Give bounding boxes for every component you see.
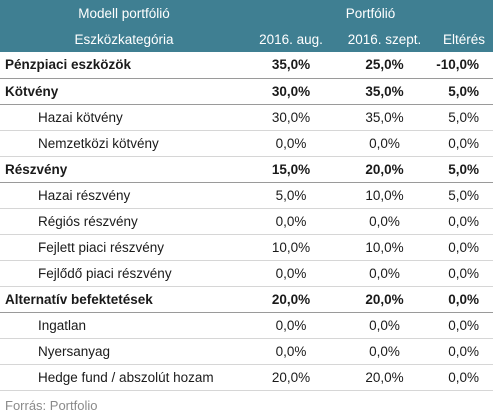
row-label: Hazai részvény	[0, 182, 248, 209]
row-value-diff: 0,0%	[435, 208, 494, 235]
header-row-top: Modell portfólió Portfólió	[0, 0, 494, 26]
row-label: Részvény	[0, 156, 248, 183]
row-value-sept: 0,0%	[334, 130, 435, 157]
row-value-sept: 20,0%	[334, 364, 435, 391]
header-asset-class: Eszközkategória	[74, 31, 174, 47]
table-row: Ingatlan 0,0% 0,0% 0,0%	[0, 312, 494, 339]
row-value-diff: -10,0%	[435, 52, 494, 79]
row-value-sept: 25,0%	[334, 52, 435, 79]
row-label: Hazai kötvény	[0, 104, 248, 131]
row-value-diff: 5,0%	[435, 104, 494, 131]
row-value-aug: 10,0%	[248, 234, 334, 261]
header-col-sept: 2016. szept.	[347, 31, 422, 47]
row-value-sept: 0,0%	[334, 338, 435, 365]
row-value-sept: 35,0%	[334, 104, 435, 131]
row-value-sept: 10,0%	[334, 182, 435, 209]
table-row: Alternatív befektetések 20,0% 20,0% 0,0%	[0, 286, 494, 313]
header-portfolio: Portfólió	[345, 5, 396, 21]
row-value-aug: 20,0%	[248, 364, 334, 391]
model-portfolio-table: Modell portfólió Portfólió Eszközkategór…	[0, 0, 494, 391]
row-label: Hedge fund / abszolút hozam	[0, 364, 248, 391]
row-label: Fejlett piaci részvény	[0, 234, 248, 261]
row-label: Régiós részvény	[0, 208, 248, 235]
table-row: Hazai részvény 5,0% 10,0% 5,0%	[0, 182, 494, 209]
row-value-diff: 5,0%	[435, 156, 494, 183]
table-row: Fejlődő piaci részvény 0,0% 0,0% 0,0%	[0, 260, 494, 287]
row-value-diff: 0,0%	[435, 312, 494, 339]
table-row: Részvény 15,0% 20,0% 5,0%	[0, 156, 494, 183]
row-label: Nemzetközi kötvény	[0, 130, 248, 157]
row-value-sept: 20,0%	[334, 156, 435, 183]
row-value-aug: 0,0%	[248, 260, 334, 287]
row-value-sept: 35,0%	[334, 78, 435, 105]
table-row: Hedge fund / abszolút hozam 20,0% 20,0% …	[0, 364, 494, 391]
table-header: Modell portfólió Portfólió Eszközkategór…	[0, 0, 494, 52]
table-row: Régiós részvény 0,0% 0,0% 0,0%	[0, 208, 494, 235]
row-label: Fejlődő piaci részvény	[0, 260, 248, 287]
row-value-aug: 0,0%	[248, 312, 334, 339]
row-value-aug: 0,0%	[248, 130, 334, 157]
row-value-diff: 0,0%	[435, 364, 494, 391]
row-value-diff: 5,0%	[435, 182, 494, 209]
table-body: Pénzpiaci eszközök 35,0% 25,0% -10,0% Kö…	[0, 52, 494, 391]
row-value-aug: 0,0%	[248, 338, 334, 365]
row-label: Alternatív befektetések	[0, 286, 248, 313]
row-value-aug: 30,0%	[248, 78, 334, 105]
table-row: Kötvény 30,0% 35,0% 5,0%	[0, 78, 494, 105]
table-row: Pénzpiaci eszközök 35,0% 25,0% -10,0%	[0, 52, 494, 79]
table-row: Fejlett piaci részvény 10,0% 10,0% 0,0%	[0, 234, 494, 261]
row-label: Kötvény	[0, 78, 248, 105]
source-note: Forrás: Portfolio	[5, 398, 98, 413]
row-value-diff: 0,0%	[435, 260, 494, 287]
row-value-sept: 0,0%	[334, 260, 435, 287]
header-col-diff: Eltérés	[443, 31, 486, 47]
row-value-sept: 20,0%	[334, 286, 435, 313]
row-value-diff: 0,0%	[435, 338, 494, 365]
table-row: Nemzetközi kötvény 0,0% 0,0% 0,0%	[0, 130, 494, 157]
table-row: Hazai kötvény 30,0% 35,0% 5,0%	[0, 104, 494, 131]
row-label: Ingatlan	[0, 312, 248, 339]
row-value-diff: 5,0%	[435, 78, 494, 105]
row-value-aug: 5,0%	[248, 182, 334, 209]
row-value-diff: 0,0%	[435, 234, 494, 261]
header-col-aug: 2016. aug.	[259, 31, 323, 47]
row-value-aug: 35,0%	[248, 52, 334, 79]
row-value-sept: 0,0%	[334, 312, 435, 339]
row-label: Pénzpiaci eszközök	[0, 52, 248, 79]
header-model-portfolio: Modell portfólió	[78, 5, 170, 21]
row-value-sept: 0,0%	[334, 208, 435, 235]
table-row: Nyersanyag 0,0% 0,0% 0,0%	[0, 338, 494, 365]
row-value-aug: 0,0%	[248, 208, 334, 235]
row-value-aug: 30,0%	[248, 104, 334, 131]
row-label: Nyersanyag	[0, 338, 248, 365]
header-row-bottom: Eszközkategória 2016. aug. 2016. szept. …	[0, 26, 494, 52]
row-value-diff: 0,0%	[435, 130, 494, 157]
row-value-sept: 10,0%	[334, 234, 435, 261]
row-value-aug: 15,0%	[248, 156, 334, 183]
row-value-aug: 20,0%	[248, 286, 334, 313]
row-value-diff: 0,0%	[435, 286, 494, 313]
